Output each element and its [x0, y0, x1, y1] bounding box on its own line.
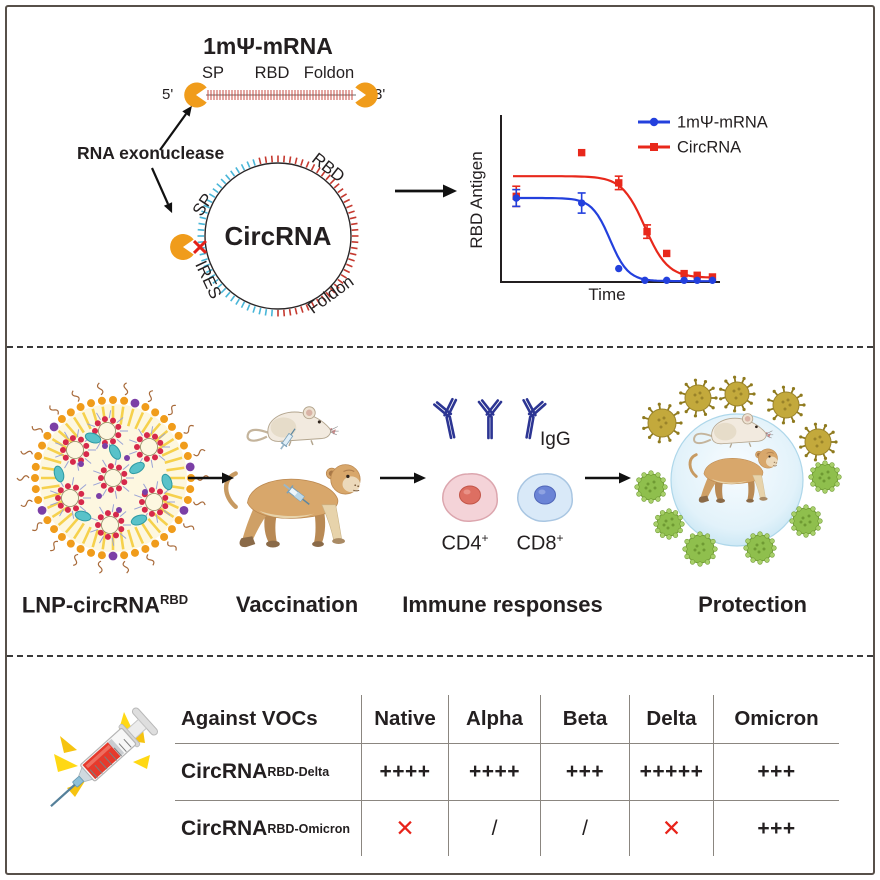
table-cell-plus: +++ — [713, 744, 839, 801]
igg-antibodies-illustration — [433, 397, 547, 440]
exonuclease-pacman-icon — [170, 234, 194, 260]
table-cell-plus: +++ — [540, 744, 629, 801]
step-label-lnp-sup: RBD — [159, 592, 189, 607]
five-prime-label: 5' — [162, 86, 174, 103]
virus-icon — [642, 402, 683, 444]
blocked-cross-icon: ✕ — [191, 235, 209, 260]
svg-text:RBD Antigen: RBD Antigen — [467, 151, 486, 248]
table-cell-cross: ✕ — [629, 801, 713, 856]
dashed-divider — [7, 346, 873, 348]
virus-icon — [634, 470, 668, 504]
exonuclease-pacman-icon — [184, 82, 207, 108]
virus-icon — [682, 531, 718, 567]
table-row-label: CircRNA RBD-Omicron — [181, 816, 351, 840]
step-label-protection-base: Protection — [698, 592, 807, 617]
table-cell-cross: ✕ — [361, 801, 448, 856]
stability-chart: RBD Antigen Time 1mΨ-mRNA CircRNA — [467, 114, 768, 305]
table-header-against-vocs: Against VOCs — [175, 695, 361, 744]
syringe-icon — [50, 707, 158, 807]
table-cell-plus: +++ — [713, 801, 839, 856]
table-cell-slash: / — [448, 801, 540, 856]
exonuclease-pacman-icon — [355, 82, 378, 108]
linear-mrna-graphic — [184, 82, 378, 108]
igg-label: IgG — [540, 429, 571, 450]
monkey-illustration — [223, 464, 361, 548]
virus-icon — [719, 375, 756, 413]
tcell-illustration — [442, 473, 573, 522]
step-label-lnp: LNP-circRNARBD — [15, 592, 195, 618]
figure-border — [5, 5, 875, 875]
flow-arrow — [188, 472, 234, 484]
exonuclease-arrows — [150, 105, 192, 214]
table-row-label: CircRNA RBD-Delta — [175, 744, 361, 801]
table-cell-plus: +++++ — [629, 744, 713, 801]
flow-arrow — [380, 472, 426, 484]
lnp-illustration — [16, 382, 210, 574]
cd8-base: CD8 — [516, 532, 557, 555]
segment-foldon-label: Foldon — [303, 64, 355, 82]
svg-text:1mΨ-mRNA: 1mΨ-mRNA — [677, 114, 768, 132]
virus-icon — [743, 531, 777, 565]
voc-table: Against VOCs Native Alpha Beta Delta Omicron C… — [175, 695, 839, 856]
segment-rbd-label: RBD — [254, 64, 290, 82]
dashed-divider — [7, 655, 873, 657]
segment-sp-label: SP — [201, 64, 224, 82]
step-label-vaccination: Vaccination — [222, 592, 372, 618]
svg-text:CircRNA: CircRNA — [677, 139, 741, 157]
table-header-native: Native — [361, 695, 448, 744]
step-label-vaccination-base: Vaccination — [235, 592, 359, 617]
table-cell-slash: / — [540, 801, 629, 856]
exonuclease-label: RNA exonuclease — [77, 143, 225, 163]
mouse-illustration — [246, 406, 339, 450]
flow-arrow — [585, 472, 631, 484]
circrna-title: CircRNA — [225, 221, 332, 251]
cd4-label: CD4+ — [435, 531, 495, 556]
virus-icon — [767, 385, 806, 425]
virus-icon — [653, 508, 685, 540]
virus-icon — [789, 504, 823, 538]
virus-icon — [799, 422, 838, 462]
flow-arrow — [395, 184, 457, 198]
table-header-beta: Beta — [540, 695, 629, 744]
mrna-title: 1mΨ-mRNA — [203, 33, 333, 59]
cd4-base: CD4 — [441, 532, 482, 555]
circrna-graphic: ✕ CircRNA — [170, 155, 359, 317]
cd8-label: CD8+ — [510, 531, 570, 556]
table-cell-plus: ++++ — [448, 744, 540, 801]
three-prime-label: 3' — [374, 86, 386, 103]
table-header-omicron: Omicron — [713, 695, 839, 744]
step-label-immune: Immune responses — [400, 592, 605, 618]
table-header-delta: Delta — [629, 695, 713, 744]
virus-icon — [808, 460, 842, 494]
svg-text:Time: Time — [588, 285, 625, 304]
cd4-sup: + — [481, 531, 489, 545]
step-label-lnp-base: LNP-circRNA — [21, 592, 160, 618]
step-label-protection: Protection — [690, 592, 815, 618]
protection-illustration — [634, 375, 842, 567]
virus-icon — [679, 378, 718, 418]
step-label-immune-base: Immune responses — [402, 592, 603, 617]
cd8-sup: + — [556, 531, 564, 545]
table-header-alpha: Alpha — [448, 695, 540, 744]
table-cell-plus: ++++ — [361, 744, 448, 801]
